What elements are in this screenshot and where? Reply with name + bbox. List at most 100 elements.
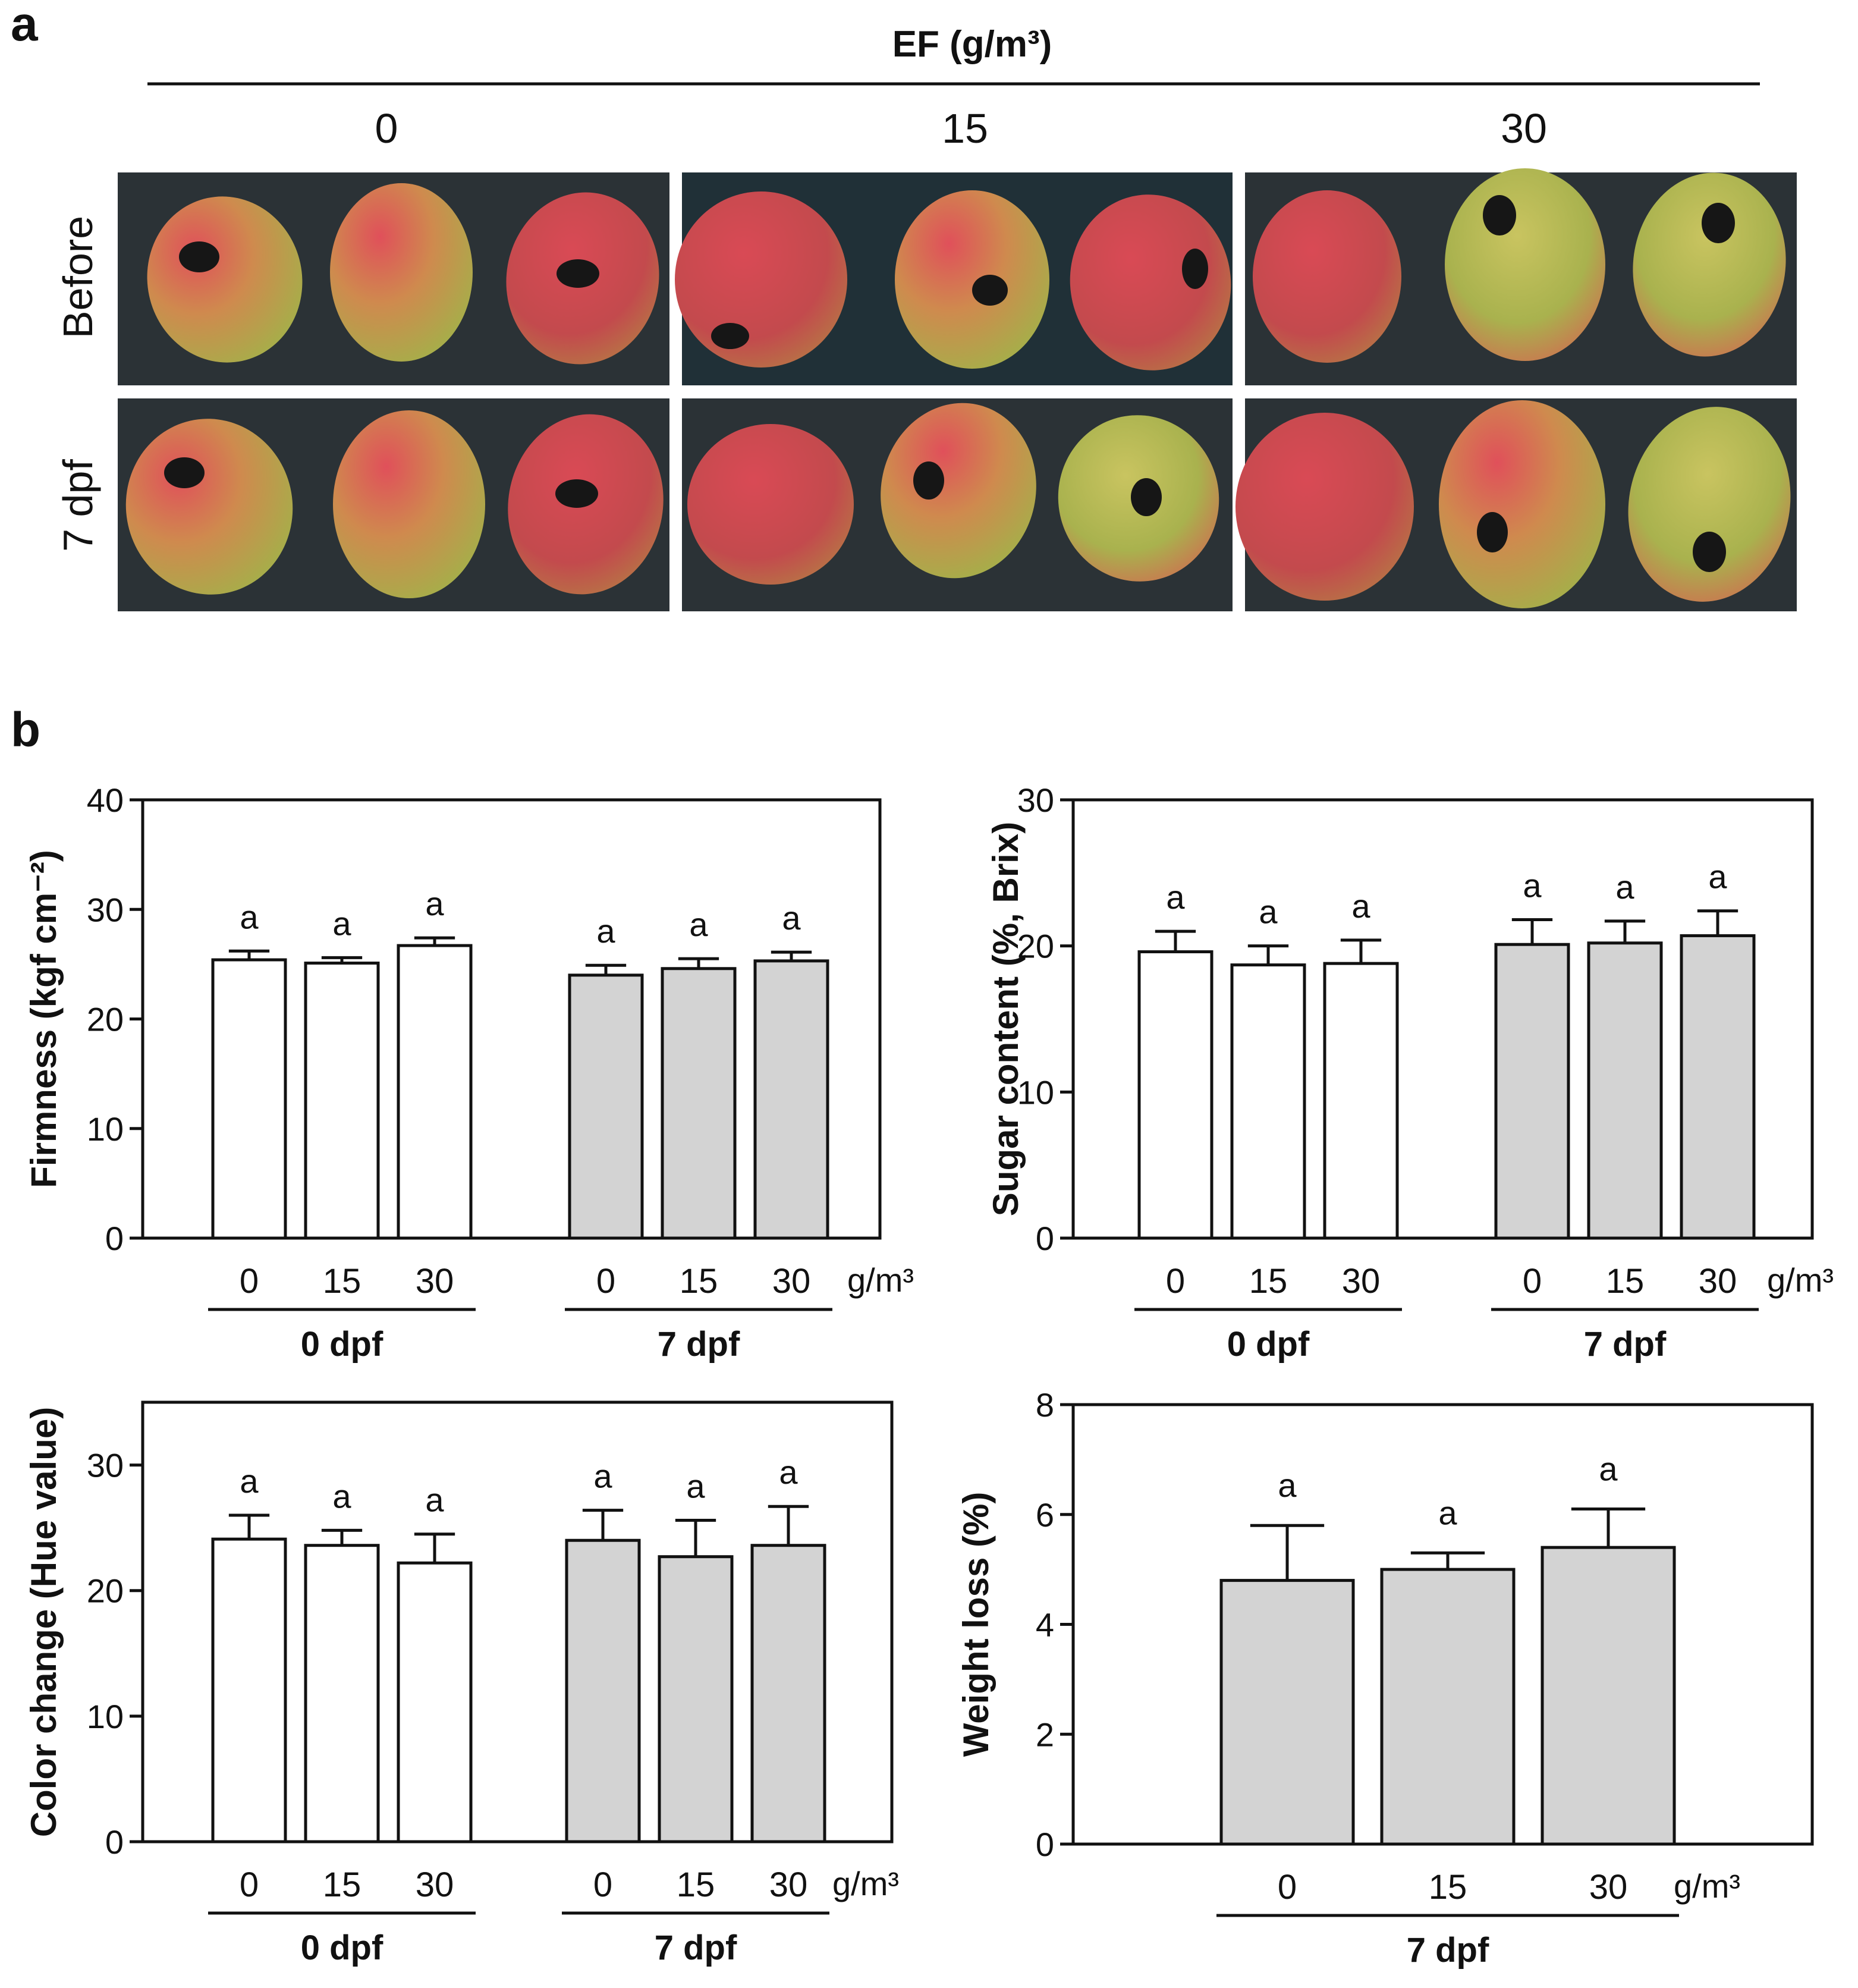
photo-before-15 [675, 172, 1233, 385]
photo-7dpf-0 [118, 398, 669, 611]
y-axis-label: Color change (Hue value) [24, 1407, 64, 1837]
bar [1680, 934, 1756, 1240]
y-axis-label: Firmness (kgf cm⁻²) [24, 850, 64, 1188]
significance-letter: a [425, 885, 444, 922]
x-unit-label: g/m³ [847, 1261, 914, 1299]
x-unit-label: g/m³ [832, 1865, 899, 1902]
x-tick-label: 30 [416, 1865, 454, 1904]
x-tick-label: 30 [1699, 1262, 1737, 1301]
significance-letter: a [1166, 878, 1185, 916]
bar [1494, 943, 1570, 1240]
panel-a-header: EF (g/m³) [892, 24, 1052, 65]
bar [750, 1544, 826, 1843]
photo-before-30 [1245, 168, 1797, 385]
significance-letter: a [779, 1453, 798, 1491]
x-tick-label: 0 [1278, 1868, 1297, 1907]
bar [565, 1538, 641, 1843]
x-tick-label: 15 [677, 1865, 715, 1904]
significance-letter: a [332, 905, 351, 942]
x-tick-label: 0 [593, 1865, 612, 1904]
y-tick-label: 10 [87, 1110, 124, 1148]
group-label: 7 dpf [1407, 1931, 1489, 1970]
y-tick-label: 20 [87, 1001, 124, 1038]
row-label-7dpf: 7 dpf [55, 459, 101, 552]
y-axis-label: Weight loss (%) [956, 1492, 996, 1757]
dose-label-15: 15 [942, 105, 988, 152]
y-tick-label: 40 [87, 781, 124, 819]
chart-weight-loss: 0 2 4 6 8 Weight loss (%) a 0 a 15 a 30 7 dpf g/m³ [956, 1386, 1814, 1970]
x-tick-label: 0 [596, 1262, 615, 1301]
significance-letter: a [240, 898, 259, 935]
significance-letter: a [1599, 1450, 1618, 1488]
x-tick-label: 15 [1606, 1262, 1645, 1301]
significance-letter: a [782, 899, 801, 937]
y-tick-label: 8 [1036, 1386, 1054, 1424]
group-label: 0 dpf [301, 1929, 383, 1967]
y-tick-label: 0 [105, 1823, 124, 1861]
x-tick-label: 30 [769, 1865, 808, 1904]
bar [568, 973, 644, 1240]
y-tick-label: 20 [1017, 928, 1054, 965]
bar [1323, 962, 1399, 1240]
bar [1219, 1579, 1355, 1846]
y-tick-label: 30 [87, 891, 124, 928]
y-tick-label: 0 [1036, 1220, 1054, 1257]
y-tick-label: 10 [1017, 1073, 1054, 1111]
y-tick-label: 2 [1036, 1716, 1054, 1753]
bar [1541, 1546, 1676, 1846]
x-tick-label: 30 [772, 1262, 811, 1301]
group-label: 7 dpf [658, 1325, 740, 1364]
plot-frame [141, 1400, 894, 1843]
x-tick-label: 30 [1589, 1868, 1628, 1907]
y-tick-label: 30 [1017, 781, 1054, 819]
significance-letter: a [596, 912, 615, 950]
significance-letter: a [332, 1477, 351, 1515]
bar [304, 1544, 380, 1843]
x-tick-label: 30 [1342, 1262, 1381, 1301]
x-unit-label: g/m³ [1767, 1261, 1834, 1299]
x-tick-label: 15 [680, 1262, 718, 1301]
x-tick-label: 0 [1166, 1262, 1185, 1301]
y-axis-label: Sugar content (%, Brix) [986, 822, 1026, 1216]
chart-color-change: 0 10 20 30 Color change (Hue value) a 0 a 15 a 30 0… [24, 1400, 899, 1967]
bar [211, 1537, 287, 1843]
bar [397, 1561, 473, 1843]
y-tick-label: 0 [105, 1220, 124, 1257]
bar [1230, 963, 1306, 1240]
group-label: 0 dpf [1227, 1325, 1310, 1364]
bar [211, 958, 287, 1240]
group-label: 0 dpf [301, 1325, 383, 1364]
significance-letter: a [1523, 866, 1542, 904]
group-label: 7 dpf [655, 1929, 737, 1967]
bar [304, 962, 380, 1240]
chart-firmness: 0 10 20 30 40 Firmness (kgf cm⁻²) a 0 a 15 a 30 0 dp… [24, 781, 914, 1364]
significance-letter: a [1615, 868, 1634, 906]
significance-letter: a [425, 1481, 444, 1519]
group-label: 7 dpf [1584, 1325, 1667, 1364]
x-tick-label: 0 [240, 1865, 259, 1904]
y-tick-label: 10 [87, 1698, 124, 1735]
significance-letter: a [1278, 1466, 1297, 1504]
photo-7dpf-15 [682, 398, 1233, 611]
panel-b-label: b [11, 703, 40, 757]
bar [1380, 1568, 1516, 1846]
x-tick-label: 15 [1249, 1262, 1288, 1301]
y-tick-label: 0 [1036, 1826, 1054, 1863]
x-tick-label: 15 [323, 1865, 361, 1904]
x-tick-label: 30 [416, 1262, 454, 1301]
bar [1137, 950, 1213, 1240]
y-tick-label: 20 [87, 1572, 124, 1610]
x-tick-label: 0 [240, 1262, 259, 1301]
significance-letter: a [593, 1458, 612, 1495]
photo-7dpf-30 [1235, 398, 1797, 611]
bar [753, 959, 829, 1240]
row-label-before: Before [55, 216, 101, 338]
significance-letter: a [686, 1467, 705, 1505]
dose-label-30: 30 [1501, 105, 1547, 152]
photo-before-0 [118, 172, 669, 385]
mango-photo-grid [118, 168, 1797, 611]
x-tick-label: 15 [323, 1262, 361, 1301]
plot-frame [1071, 798, 1814, 1240]
panel-a-label: a [11, 0, 39, 51]
x-unit-label: g/m³ [1674, 1867, 1740, 1905]
